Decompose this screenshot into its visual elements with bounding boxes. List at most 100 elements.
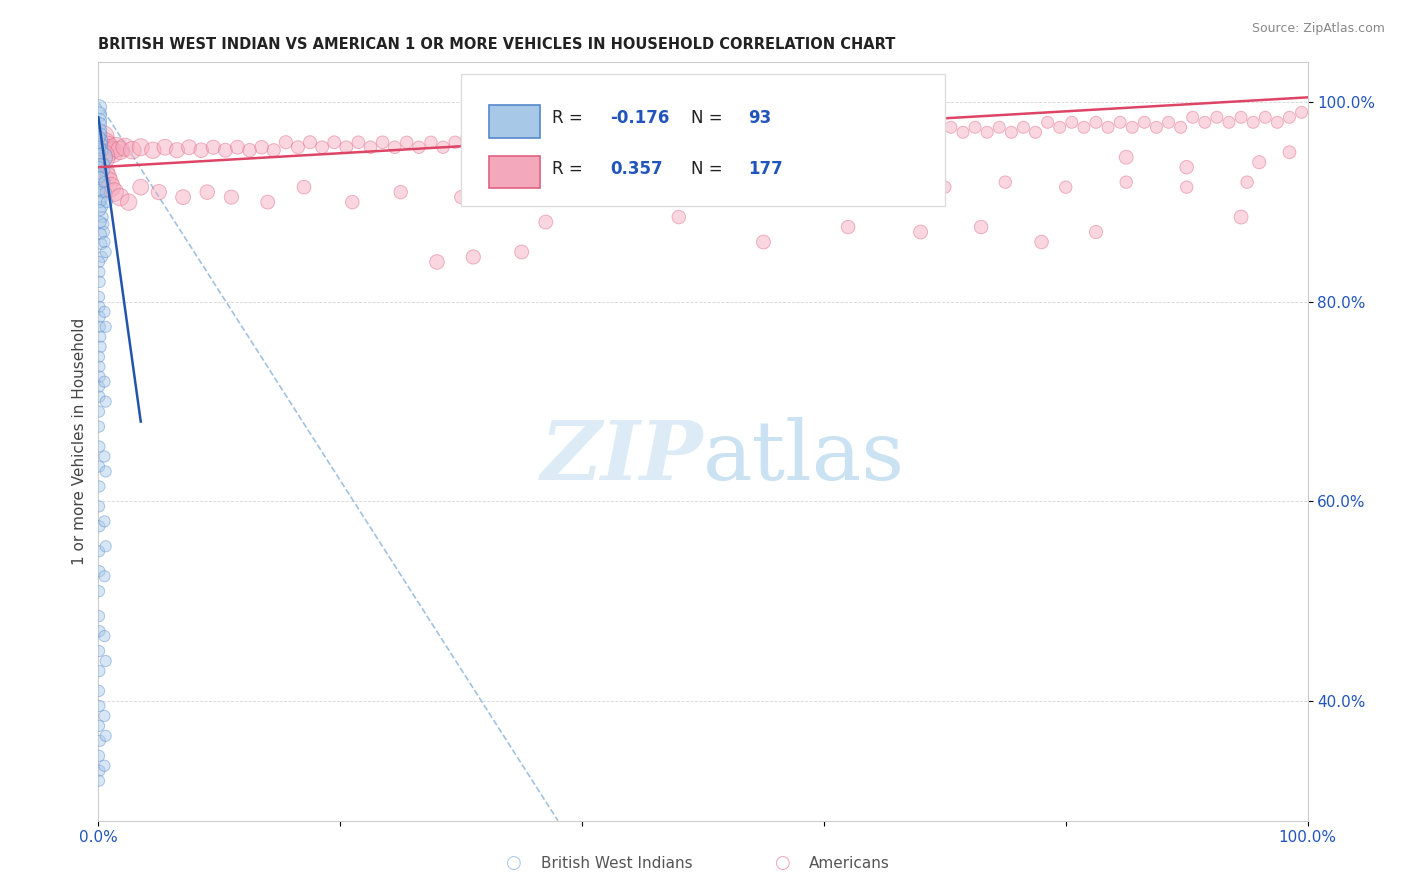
Point	[613, 130, 636, 145]
Point	[360, 140, 382, 154]
Point	[89, 170, 111, 185]
Point	[87, 404, 110, 418]
Point	[1230, 111, 1253, 125]
Point	[818, 125, 841, 139]
Point	[94, 244, 117, 259]
Point	[94, 539, 117, 553]
Point	[1000, 125, 1022, 139]
Point	[576, 130, 599, 145]
Point	[384, 140, 406, 154]
Point	[93, 450, 115, 464]
Point	[710, 130, 733, 145]
Point	[1241, 115, 1264, 129]
Point	[631, 185, 654, 199]
Point	[505, 130, 527, 145]
Point	[1254, 111, 1277, 125]
Point	[94, 319, 117, 334]
Point	[565, 135, 588, 149]
Point	[1218, 115, 1240, 129]
Point	[662, 130, 685, 145]
Point	[91, 217, 114, 231]
Text: British West Indians: British West Indians	[541, 856, 693, 871]
Point	[534, 215, 557, 229]
Point	[90, 340, 112, 354]
Point	[1121, 120, 1143, 135]
Point	[91, 165, 114, 179]
Text: BRITISH WEST INDIAN VS AMERICAN 1 OR MORE VEHICLES IN HOUSEHOLD CORRELATION CHAR: BRITISH WEST INDIAN VS AMERICAN 1 OR MOR…	[98, 37, 896, 52]
Point	[89, 440, 111, 454]
Point	[89, 359, 111, 374]
Point	[87, 459, 110, 474]
Point	[589, 135, 612, 149]
Point	[481, 130, 503, 145]
Point	[1097, 120, 1119, 135]
Point	[988, 120, 1011, 135]
Point	[965, 120, 987, 135]
Point	[1291, 105, 1313, 120]
Point	[432, 140, 454, 154]
Point	[250, 140, 273, 154]
Text: ZIP: ZIP	[540, 417, 703, 497]
Point	[108, 190, 131, 204]
Point	[89, 664, 111, 678]
Point	[686, 130, 709, 145]
Point	[89, 183, 111, 197]
Point	[342, 195, 364, 210]
Point	[1085, 225, 1108, 239]
Point	[1012, 120, 1035, 135]
Point	[1194, 115, 1216, 129]
Point	[529, 130, 551, 145]
Point	[142, 143, 165, 157]
Point	[668, 210, 690, 224]
Point	[87, 160, 110, 174]
Point	[94, 729, 117, 743]
Text: ○: ○	[773, 854, 790, 871]
Point	[1157, 115, 1180, 129]
Point	[89, 330, 111, 344]
Point	[408, 140, 430, 154]
Point	[93, 709, 115, 723]
Point	[420, 135, 443, 149]
Point	[91, 143, 114, 157]
Point	[1278, 111, 1301, 125]
Point	[723, 125, 745, 139]
Point	[970, 220, 993, 235]
Point	[89, 107, 111, 121]
Point	[1025, 125, 1047, 139]
Point	[89, 157, 111, 171]
Point	[256, 195, 278, 210]
Point	[287, 140, 309, 154]
Point	[335, 140, 357, 154]
Point	[602, 125, 624, 139]
Point	[91, 200, 114, 214]
Point	[1206, 111, 1229, 125]
Point	[347, 135, 370, 149]
Point	[456, 130, 478, 145]
Point	[105, 140, 128, 154]
Text: 93: 93	[748, 109, 770, 127]
Point	[118, 195, 141, 210]
Text: atlas: atlas	[703, 417, 905, 497]
Point	[87, 684, 110, 698]
Point	[90, 128, 112, 142]
Point	[323, 135, 346, 149]
Point	[904, 125, 927, 139]
Point	[202, 140, 225, 154]
Text: 0.357: 0.357	[610, 160, 662, 178]
Point	[1036, 115, 1059, 129]
Point	[673, 125, 696, 139]
Point	[89, 117, 111, 131]
Point	[89, 519, 111, 533]
Point	[90, 133, 112, 147]
Y-axis label: 1 or more Vehicles in Household: 1 or more Vehicles in Household	[72, 318, 87, 566]
Point	[89, 203, 111, 218]
Point	[692, 180, 714, 194]
Point	[87, 255, 110, 269]
Point	[516, 135, 538, 149]
Point	[87, 719, 110, 733]
Point	[844, 125, 866, 139]
Point	[492, 135, 515, 149]
Point	[100, 180, 122, 194]
Point	[89, 310, 111, 324]
Point	[89, 147, 111, 161]
